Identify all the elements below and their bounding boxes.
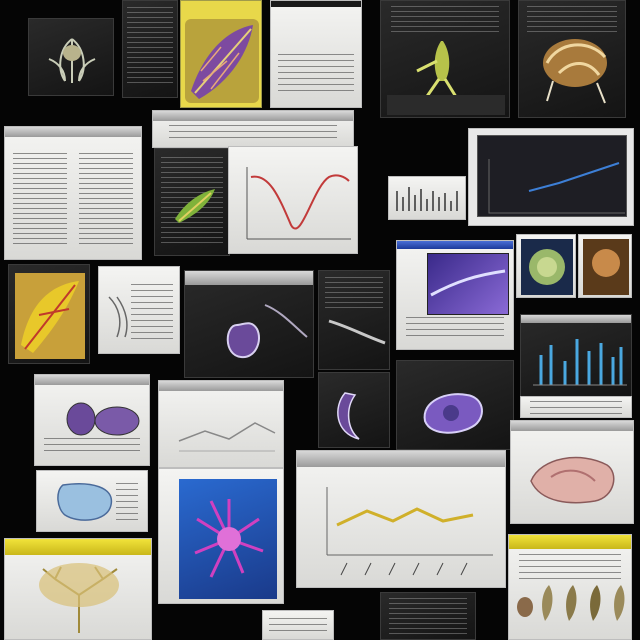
green-cell-drawing [521,239,573,295]
collage-tile-window-frame [152,110,354,148]
collage-tile-magenta-flower [158,468,284,604]
curve-drawing [328,319,386,345]
histogram-bars [396,187,458,211]
collage-tile-bottom-note [262,610,334,640]
collage-tile-purple-leaf [180,0,262,108]
red-curve-chart [246,167,351,240]
collage-tile-green-specimen [380,0,510,118]
collage-tile-purple-wave-window [396,240,514,350]
collage-tile-line-chart [228,146,358,254]
collage-tile-green-leaf [154,148,230,256]
collage-tile-purple-blob [396,360,514,450]
pink-specimen-drawing [530,456,615,504]
collage-tile-document [270,0,362,108]
collage-tile-strip [520,396,632,418]
brown-specimen-drawing [543,39,607,104]
brown-figure-drawing [583,239,629,295]
collage-tile-bar-chart [520,314,632,398]
collage-tile-sketch-page [98,266,180,354]
collage-tile-curve-drawing [318,270,390,370]
collage-tile-faint-plot [158,380,284,468]
wave-graphic [430,269,506,297]
collage-tile-yellow-line-chart [296,450,506,588]
yellow-line-chart [326,487,493,576]
collage-tile-bottom-doc [380,592,476,640]
collage-tile-histogram-strip [388,176,466,220]
green-leaf-drawing [175,189,215,223]
leaf-illustration [185,19,259,103]
sketch-drawing [108,296,128,338]
purple-shapes-drawing [66,402,140,436]
collage-tile-pink-specimen [510,420,634,524]
blue-trend-line [488,159,625,214]
collage-tile-purple-shapes [34,374,150,466]
collage-tile-brown-specimen [518,0,626,118]
collage-tile-blue-organ [36,470,148,532]
collage-tile-brown-figure [578,234,632,298]
seed-specimens-drawing [517,585,625,621]
blue-organ-drawing [57,483,113,521]
specimen-drawing [48,38,96,83]
blue-bar-chart [533,339,627,386]
collage-tile-yellow-leaf [8,264,90,364]
purple-crescent-drawing [337,392,360,440]
yellow-leaf-drawing [15,273,85,359]
collage-tile-seed-specimens [508,534,632,640]
collage-tile-tree-diagram [4,538,152,640]
collage-tile-dark-specimen [28,18,114,96]
collage-tile-green-cell [516,234,576,298]
collage-tile-two-column-paper [4,126,142,260]
flower-drawing [194,499,264,578]
tree-diagram [39,563,119,633]
collage-tile-text-page [122,0,178,98]
faint-plot [178,422,276,452]
collage-tile-purple-crescent [318,372,390,448]
collage-tile-blue-trend-chart [468,128,634,226]
purple-blob-drawing [423,393,483,434]
green-specimen-drawing [387,41,505,115]
purple-shell-drawing [226,304,308,359]
collage-tile-purple-shell [184,270,314,378]
